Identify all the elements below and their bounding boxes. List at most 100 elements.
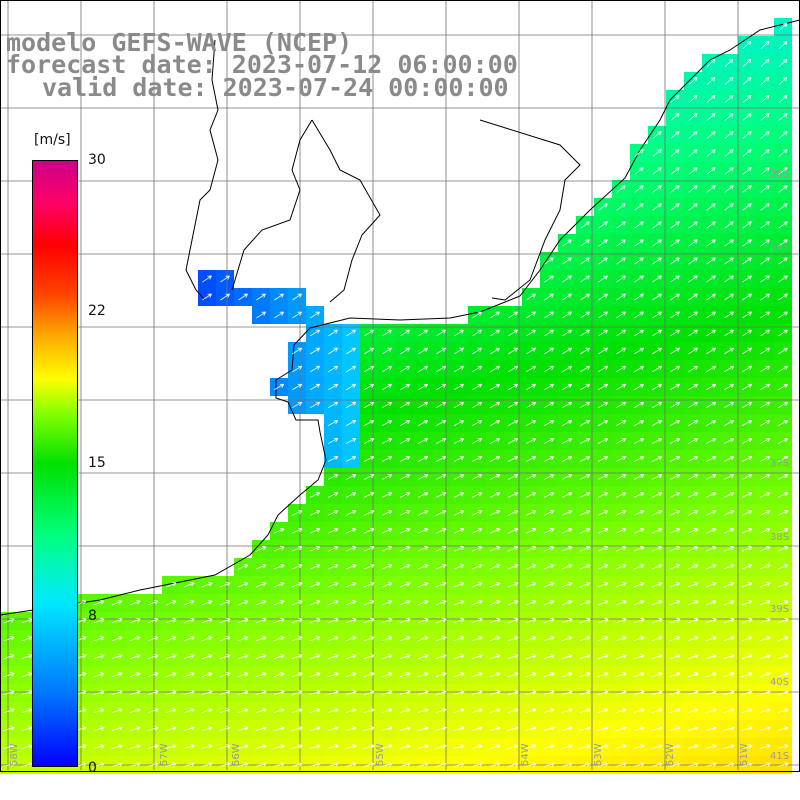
wind-arrow — [273, 618, 285, 624]
wind-arrow — [579, 546, 591, 552]
wind-arrow — [670, 311, 680, 319]
wind-arrow — [345, 492, 357, 498]
wind-arrow — [489, 528, 501, 534]
wind-arrow — [579, 726, 591, 731]
wind-arrow — [471, 690, 483, 696]
wind-arrow — [309, 600, 321, 606]
wind-arrow — [651, 401, 663, 409]
wind-arrow — [741, 600, 753, 606]
wind-arrow — [597, 708, 609, 713]
wind-arrow — [633, 726, 645, 731]
wind-arrow — [219, 672, 231, 678]
wind-arrow — [381, 528, 393, 534]
wind-arrow — [417, 564, 429, 570]
wind-arrow — [741, 762, 753, 767]
wind-arrow — [220, 275, 230, 283]
wind-arrow — [453, 618, 465, 624]
wind-arrow — [309, 546, 321, 552]
wind-arrow — [741, 708, 753, 713]
wind-arrow — [688, 239, 698, 247]
wind-arrow — [651, 564, 663, 570]
wind-arrow — [616, 275, 626, 283]
wind-arrow — [165, 690, 177, 696]
wind-arrow — [345, 546, 357, 552]
wind-arrow — [687, 546, 699, 552]
wind-arrow — [670, 185, 680, 193]
wind-arrow — [129, 672, 141, 678]
wind-arrow — [597, 510, 609, 516]
wind-arrow — [705, 636, 717, 642]
wind-arrow — [93, 708, 105, 713]
wind-arrow — [688, 131, 698, 139]
wind-arrow — [706, 94, 716, 103]
wind-arrow — [633, 708, 645, 713]
wind-arrow — [453, 654, 465, 660]
wind-arrow — [111, 672, 123, 678]
wind-arrow — [327, 672, 339, 678]
wind-arrow — [508, 347, 519, 355]
wind-arrow — [363, 492, 375, 498]
wind-arrow — [255, 636, 267, 642]
wind-arrow — [687, 690, 699, 696]
wind-arrow — [760, 94, 770, 103]
wind-arrow — [291, 690, 303, 696]
wind-arrow — [291, 672, 303, 678]
wind-arrow — [345, 708, 357, 713]
wind-arrow — [453, 492, 465, 498]
wind-arrow — [363, 636, 375, 642]
wind-arrow — [688, 311, 698, 319]
wind-arrow — [759, 492, 771, 498]
wind-arrow — [291, 600, 303, 606]
wind-arrow — [597, 455, 609, 462]
wind-arrow — [778, 167, 788, 175]
wind-arrow — [111, 636, 123, 642]
wind-arrow — [183, 708, 195, 713]
wind-arrow — [490, 383, 501, 391]
wind-arrow — [687, 419, 699, 426]
wind-arrow — [471, 600, 483, 606]
wind-arrow — [724, 167, 734, 175]
wind-arrow — [616, 221, 626, 229]
wind-arrow — [742, 365, 753, 373]
wind-arrow — [201, 600, 213, 606]
wind-arrow — [561, 744, 573, 749]
wind-arrow — [471, 510, 483, 516]
wind-arrow — [471, 636, 483, 642]
wind-arrow — [202, 293, 212, 301]
wind-arrow — [255, 744, 267, 749]
wind-arrow — [723, 708, 735, 713]
wind-arrow — [165, 636, 177, 642]
wind-arrow — [651, 762, 663, 767]
wind-arrow — [778, 131, 788, 139]
wind-arrow — [309, 744, 321, 749]
wind-arrow — [561, 546, 573, 552]
colorbar — [32, 160, 78, 767]
wind-arrow — [472, 347, 483, 355]
wind-arrow — [597, 726, 609, 731]
wind-arrow — [742, 329, 753, 337]
wind-arrow — [724, 203, 734, 211]
wind-arrow — [561, 582, 573, 588]
wind-arrow — [471, 618, 483, 624]
wind-arrow — [507, 419, 519, 426]
wind-arrow — [273, 708, 285, 713]
wind-arrow — [760, 203, 770, 211]
wind-arrow — [364, 347, 375, 355]
wind-arrow — [777, 708, 789, 713]
wind-arrow — [652, 347, 663, 355]
wind-arrow — [471, 528, 483, 534]
wind-arrow — [723, 546, 735, 552]
wind-arrow — [652, 239, 662, 247]
wind-arrow — [706, 239, 716, 247]
wind-arrow — [399, 708, 411, 713]
wind-arrow — [508, 365, 519, 373]
wind-arrow — [436, 329, 447, 337]
wind-arrow — [652, 203, 662, 211]
wind-arrow — [723, 726, 735, 731]
wind-arrow — [507, 600, 519, 606]
wind-arrow — [705, 744, 717, 749]
wind-arrow — [292, 347, 303, 355]
wind-arrow — [759, 419, 771, 426]
wind-arrow — [778, 185, 788, 193]
wind-arrow — [723, 582, 735, 588]
